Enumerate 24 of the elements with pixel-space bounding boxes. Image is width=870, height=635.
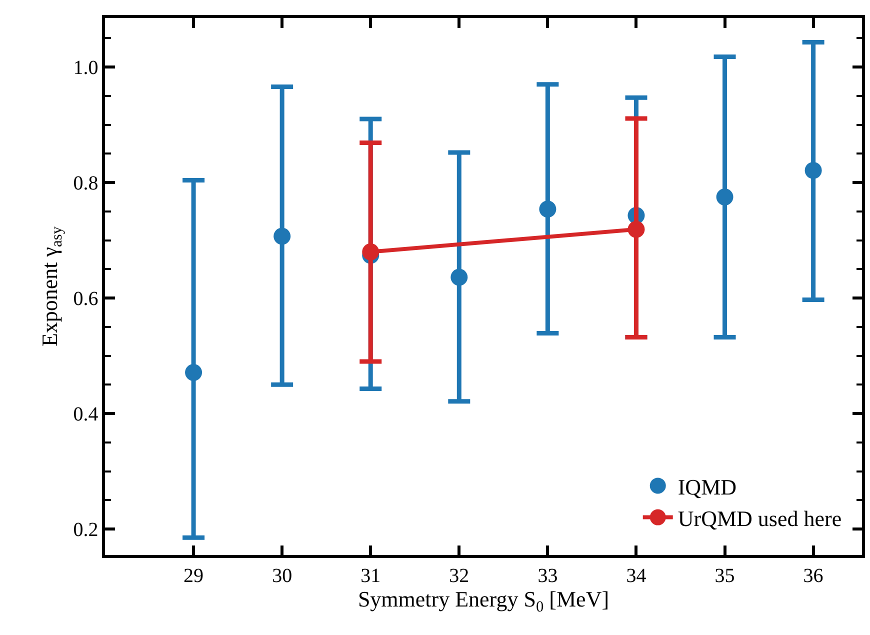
point (716, 188, 734, 206)
point (185, 364, 202, 382)
x-tick-label: 30 (272, 564, 292, 587)
point (539, 200, 556, 218)
y-tick-label: 0.8 (73, 172, 98, 195)
y-tick-label: 1.0 (73, 57, 98, 80)
point (274, 228, 291, 245)
point (804, 162, 822, 179)
point (628, 220, 645, 238)
legend-label: UrQMD used here (678, 506, 842, 531)
x-tick-label: 33 (538, 564, 558, 587)
point (450, 268, 468, 286)
point (362, 243, 380, 260)
legend-label: IQMD (678, 474, 737, 500)
x-tick-label: 29 (184, 564, 204, 587)
x-tick-label: 36 (803, 564, 824, 587)
x-tick-label: 34 (626, 564, 646, 587)
y-tick-label: 0.2 (73, 519, 98, 542)
x-tick-label: 32 (449, 564, 470, 587)
x-axis-title: Symmetry Energy S$_{0}$ [MeV] (358, 586, 610, 616)
y-tick-label: 0.6 (73, 288, 98, 310)
x-tick-label: 31 (360, 564, 381, 587)
y-tick-label: 0.4 (73, 404, 98, 426)
x-tick-label: 35 (714, 564, 735, 587)
